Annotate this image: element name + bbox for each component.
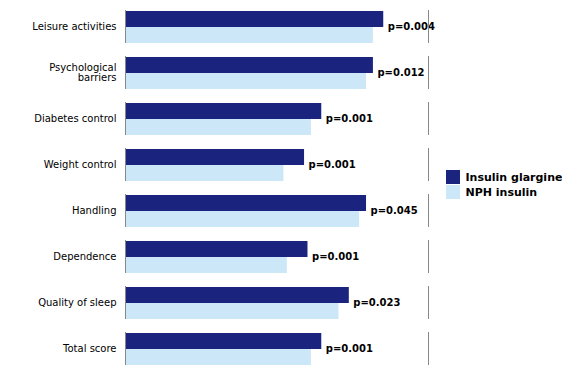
svg-text:Leisure activities: Leisure activities (32, 21, 116, 32)
svg-text:Handling: Handling (72, 205, 117, 216)
svg-text:p=0.001: p=0.001 (312, 251, 359, 262)
svg-text:Dependence: Dependence (53, 251, 116, 262)
svg-text:p=0.012: p=0.012 (377, 67, 424, 78)
svg-text:Weight control: Weight control (44, 159, 117, 170)
svg-text:Diabetes control: Diabetes control (34, 113, 116, 124)
svg-text:p=0.001: p=0.001 (309, 159, 356, 170)
svg-text:Quality of sleep: Quality of sleep (38, 297, 116, 308)
svg-text:p=0.001: p=0.001 (326, 113, 373, 124)
svg-text:Psychologicalbarriers: Psychologicalbarriers (49, 62, 116, 83)
svg-text:Total score: Total score (62, 343, 116, 354)
svg-text:p=0.004: p=0.004 (388, 21, 435, 32)
svg-text:p=0.023: p=0.023 (353, 297, 400, 308)
svg-text:p=0.045: p=0.045 (371, 205, 418, 216)
html-text:Insulin glargine: Insulin glargine (465, 170, 563, 184)
svg-text:p=0.001: p=0.001 (326, 343, 373, 354)
html-text:NPH insulin: NPH insulin (465, 185, 538, 199)
